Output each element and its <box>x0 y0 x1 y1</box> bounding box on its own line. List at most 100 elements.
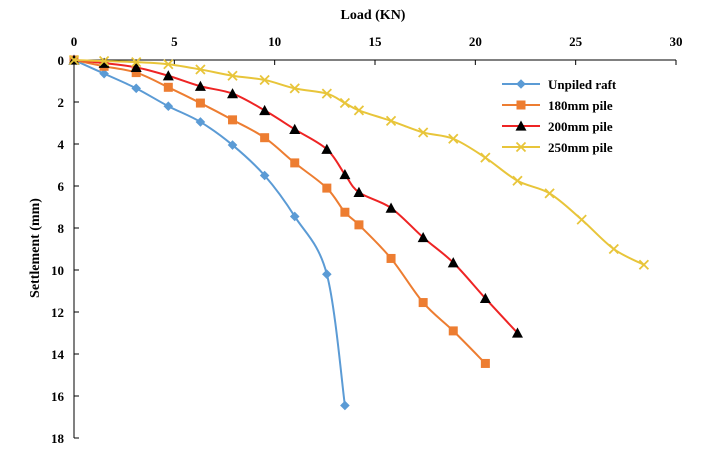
series-line-unpiled-raft <box>73 59 346 406</box>
legend-entry-unpiled-raft: Unpiled raft <box>502 77 617 92</box>
y-tick-label: 18 <box>51 431 65 446</box>
data-point-250mm-pile <box>289 83 300 94</box>
marker-stroke <box>227 70 238 81</box>
marker-stroke <box>353 105 365 116</box>
data-point-unpiled-raft <box>163 101 174 111</box>
data-point-unpiled-raft <box>340 400 350 411</box>
data-point-250mm-pile <box>418 127 429 138</box>
marker-stroke <box>68 54 80 66</box>
x-tick-label: 5 <box>171 34 178 49</box>
data-point-250mm-pile <box>576 214 587 225</box>
marker-stroke <box>163 59 174 70</box>
data-point-200mm-pile <box>339 168 351 180</box>
legend-label: Unpiled raft <box>548 77 617 92</box>
data-point-180mm-pile <box>340 207 350 217</box>
marker-stroke <box>480 152 491 163</box>
marker-stroke <box>418 127 429 138</box>
legend-label: 180mm pile <box>548 98 613 113</box>
marker-stroke <box>576 214 587 225</box>
data-point-unpiled-raft <box>259 170 270 181</box>
data-point-unpiled-raft <box>322 269 332 279</box>
legend-label: 250mm pile <box>548 140 613 155</box>
data-point-200mm-pile <box>227 88 239 99</box>
marker-stroke <box>512 175 523 186</box>
x-tick-label: 20 <box>469 34 482 49</box>
data-point-180mm-pile <box>290 158 300 168</box>
data-point-200mm-pile <box>162 70 174 81</box>
x-tick-label: 0 <box>71 34 78 49</box>
data-point-250mm-pile <box>163 59 174 70</box>
legend-entry-180mm-pile: 180mm pile <box>502 98 613 113</box>
data-point-unpiled-raft <box>289 211 300 222</box>
y-tick-label: 10 <box>51 263 64 278</box>
data-point-unpiled-raft <box>131 83 142 94</box>
data-point-200mm-pile <box>353 186 365 197</box>
marker-stroke <box>544 188 555 199</box>
y-tick-label: 4 <box>58 137 65 152</box>
data-point-250mm-pile <box>544 188 555 199</box>
y-tick-label: 8 <box>58 221 65 236</box>
x-tick-label: 25 <box>569 34 583 49</box>
marker-stroke <box>339 97 351 109</box>
data-point-250mm-pile <box>385 115 397 127</box>
y-tick-label: 12 <box>51 305 64 320</box>
data-point-250mm-pile <box>339 97 351 109</box>
y-tick-label: 16 <box>51 389 65 404</box>
legend: Unpiled raft 180mm pile 200mm pile 250mm pi… <box>502 77 617 155</box>
marker-stroke <box>321 88 332 99</box>
data-point-250mm-pile <box>259 74 270 86</box>
series-line-200mm-pile <box>73 59 519 334</box>
data-point-unpiled-raft <box>99 68 109 79</box>
data-point-250mm-pile <box>131 56 142 68</box>
data-point-200mm-pile <box>321 143 333 154</box>
data-point-200mm-pile <box>98 57 110 68</box>
data-point-200mm-pile <box>417 231 429 243</box>
data-point-250mm-pile <box>227 70 238 81</box>
x-tick-label: 30 <box>670 34 683 49</box>
legend-label: 200mm pile <box>548 119 613 134</box>
axes: 0 5 10 15 20 25 30 0 2 4 6 8 10 12 14 16 18 <box>51 34 683 446</box>
data-point-180mm-pile <box>163 82 173 92</box>
data-point-250mm-pile <box>321 88 332 99</box>
data-point-unpiled-raft <box>195 117 206 127</box>
data-point-unpiled-raft <box>227 140 238 150</box>
series-200mm-pile <box>68 54 523 338</box>
data-point-180mm-pile <box>195 98 205 108</box>
legend-marker <box>515 141 527 153</box>
data-point-180mm-pile <box>131 68 141 78</box>
legend-marker <box>515 120 527 131</box>
data-point-250mm-pile <box>353 105 365 116</box>
data-point-200mm-pile <box>511 327 523 338</box>
x-tick-label: 15 <box>369 34 383 49</box>
marker-stroke <box>385 115 397 127</box>
data-point-200mm-pile <box>289 123 301 134</box>
data-point-200mm-pile <box>194 80 206 91</box>
data-point-180mm-pile <box>386 253 396 263</box>
data-point-250mm-pile <box>480 152 491 163</box>
data-point-200mm-pile <box>447 257 459 268</box>
marker-stroke <box>638 259 650 270</box>
x-tick-label: 10 <box>268 34 281 49</box>
x-axis-title: Load (KN) <box>341 8 406 23</box>
y-tick-label: 6 <box>58 179 65 194</box>
data-point-250mm-pile <box>512 175 523 186</box>
y-tick-label: 0 <box>58 53 65 68</box>
y-tick-label: 14 <box>51 347 65 362</box>
marker-stroke <box>448 133 459 144</box>
legend-marker <box>516 100 526 110</box>
data-point-180mm-pile <box>480 358 490 368</box>
legend-entry-200mm-pile: 200mm pile <box>502 119 613 134</box>
data-point-180mm-pile <box>418 298 428 308</box>
marker-stroke <box>608 243 619 255</box>
data-point-200mm-pile <box>130 61 142 73</box>
legend-marker <box>516 79 526 89</box>
data-point-180mm-pile <box>260 133 270 143</box>
y-tick-label: 2 <box>58 95 65 110</box>
marker-stroke <box>195 64 206 75</box>
data-point-250mm-pile <box>195 64 206 75</box>
marker-stroke <box>289 83 300 94</box>
marker-stroke <box>515 141 527 153</box>
data-point-180mm-pile <box>228 115 238 125</box>
y-axis-title: Settlement (mm) <box>28 198 43 298</box>
